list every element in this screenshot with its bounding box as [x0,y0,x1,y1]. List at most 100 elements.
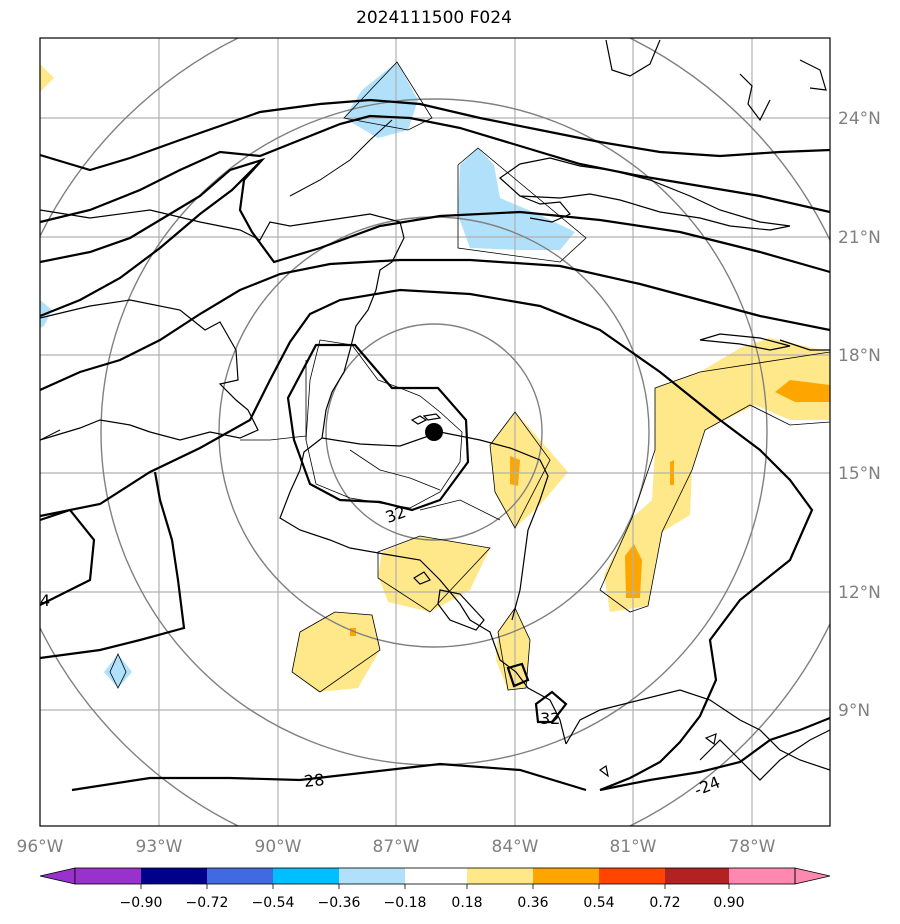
height-contours [40,98,830,792]
contour-storm-core [286,343,470,512]
coastlines [40,39,830,781]
thin-contours [40,119,393,441]
colorbar-tick-label: −0.90 [120,895,163,911]
contour-4 [40,159,263,318]
gulf-box [343,61,433,131]
island-1 [410,415,428,425]
contour-label-4: 4 [40,591,50,610]
lat-label-9n: 9°N [838,701,870,721]
jamaica [699,333,791,351]
latitude-labels: 24°N 21°N 18°N 15°N 12°N 9°N [838,109,881,721]
colorbar-bin [729,868,795,884]
mexico-west-coast [40,299,259,441]
region-borders [109,61,830,693]
colorbar-tick-label: −0.36 [318,895,361,911]
colorbar: −0.90 −0.72 −0.54 −0.36 −0.18 0.18 0.36 … [39,867,831,911]
yucatan-coast [299,237,405,471]
lon-label-90w: 90°W [255,837,302,857]
positive-anomaly-caribbean [604,338,830,612]
guatemala-border [240,435,307,441]
bahamas-1 [739,73,771,122]
gulf-coast [40,209,405,241]
cuba [499,157,791,231]
colorbar-bin [405,868,467,884]
bahamas-2 [799,59,827,91]
negative-anomaly-pacific [104,654,132,688]
lat-label-15n: 15°N [838,464,881,484]
caribbean-box [599,351,830,613]
panama-coast [565,689,830,771]
colorbar-frame [74,867,796,885]
island-5 [598,765,609,778]
lat-label-18n: 18°N [838,346,881,366]
contour-32-small [506,662,530,688]
lat-label-21n: 21°N [838,228,881,248]
honduras-coast [321,431,549,621]
map-frame [39,37,831,827]
colorbar-tick-marks [140,884,730,889]
colorbar-extend-left [39,867,76,885]
storm-center-marker [425,423,443,441]
colorbar-tick-label: 0.90 [713,895,744,911]
colorbar-tick-label: 0.36 [517,895,548,911]
pacific-blue-box [109,653,127,689]
colorbar-tick-label: −0.72 [186,895,229,911]
colorbar-bin [599,868,665,884]
contour-label-24: -24 [692,772,723,799]
contour-label-32-b: 32 [540,709,560,728]
contour-5 [40,258,830,392]
cuba-west [519,195,571,223]
graticule [40,38,830,826]
lon-label-84w: 84°W [492,837,539,857]
contour-28 [71,762,587,792]
contour-32-small-2 [534,690,568,724]
colorbar-tick-label: −0.18 [384,895,427,911]
colombia-coast [699,729,830,781]
colorbar-bin [339,868,405,884]
lon-label-93w: 93°W [136,837,183,857]
colorbar-bin [141,868,207,884]
colorbar-bin [533,868,599,884]
contour-label-32-a: 32 [383,502,409,527]
colorbar-tick-label: 0.72 [649,895,680,911]
contour-3 [40,157,830,274]
island-3 [413,571,431,585]
nicaragua-border [419,499,501,521]
storm-outline-inner [305,339,463,509]
lon-label-87w: 87°W [373,837,420,857]
colorbar-tick-label: −0.54 [252,895,295,911]
colorbar-extend-right [794,867,831,885]
lon-label-81w: 81°W [610,837,657,857]
pacific-box [291,611,381,693]
nicaragua-box [377,535,491,613]
positive-anomaly-pacific [292,612,380,692]
colorbar-bin [467,868,533,884]
island-4 [704,733,717,746]
contour-6 [40,288,814,792]
colorbar-tick-label: 0.18 [451,895,482,911]
positive-anomaly-honduras [490,412,568,528]
contour-1 [40,98,830,172]
hispaniola [779,339,830,351]
contour-west-lower [40,471,186,660]
colorbar-bin [75,868,141,884]
colorbar-bin [665,868,729,884]
lon-label-78w: 78°W [729,837,776,857]
honduras-box [489,411,551,529]
contour-west-4 [40,508,96,606]
lat-label-12n: 12°N [838,583,881,603]
colorbar-bin [273,868,339,884]
florida [605,39,661,77]
contour-label-28: 28 [303,770,325,791]
colorbar-tick-label: 0.54 [583,895,614,911]
costarica-box [497,607,531,691]
negative-anomaly-cuba [458,148,575,250]
contour-2 [40,114,830,224]
longitude-labels: 96°W 93°W 90°W 87°W 84°W 81°W 78°W [17,837,776,857]
positive-anomaly-nw [40,64,54,92]
map-title: 2024111500 F024 [356,8,512,28]
cuba-box [457,147,587,263]
lon-label-96w: 96°W [17,837,64,857]
island-2 [422,413,442,421]
contour-24 [599,716,830,792]
